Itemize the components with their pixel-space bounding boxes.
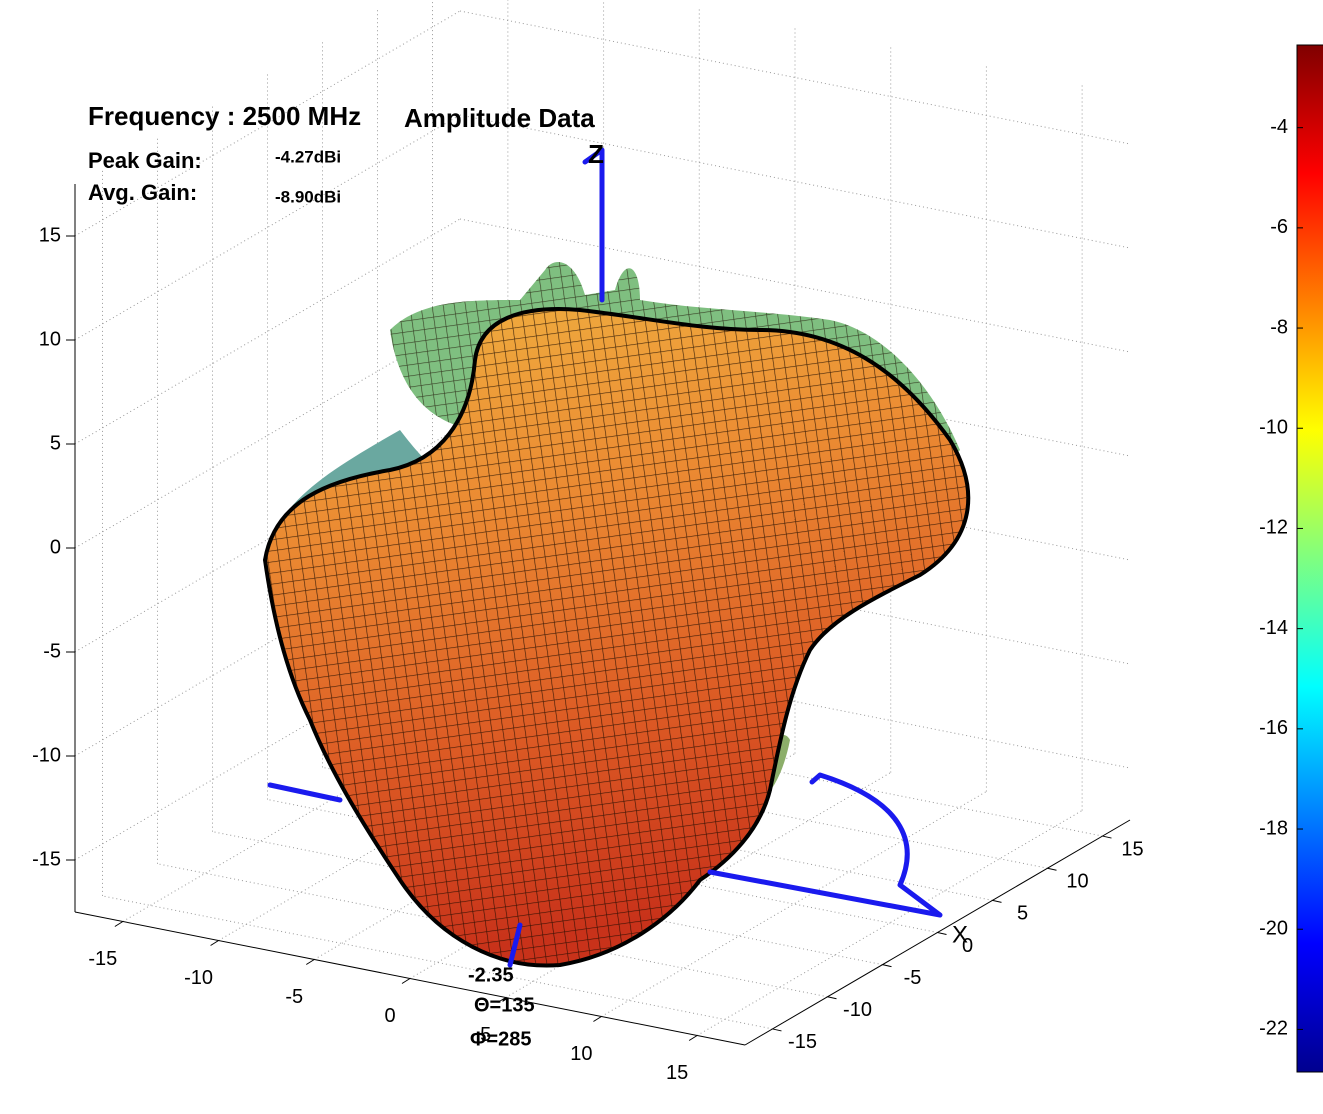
x-tick: [401, 978, 411, 984]
x-tick-label: 15: [666, 1062, 688, 1084]
colorbar-tick-label: -12: [1259, 517, 1288, 539]
colorbar-tick-label: -8: [1270, 316, 1288, 338]
y-tick: [992, 899, 1002, 903]
z-tick-label: 15: [39, 224, 61, 246]
avg-gain-label: Avg. Gain:: [88, 180, 197, 205]
x-tick: [688, 1035, 698, 1041]
lobe-main-mesh: [265, 309, 969, 966]
y-axis-line: [267, 782, 343, 803]
peak-gain-value: -4.27dBi: [275, 147, 341, 166]
colorbar-tick-label: -4: [1270, 116, 1288, 138]
z-axis-line: [582, 147, 605, 303]
x-tick: [210, 940, 219, 946]
x-tick: [306, 959, 315, 965]
colorbar-tick-label: -20: [1259, 918, 1288, 940]
z-tick-label: 0: [50, 536, 61, 558]
y-tick: [1047, 867, 1057, 871]
x-tick-label: -10: [184, 967, 213, 989]
colorbar-tick-label: -16: [1259, 717, 1288, 739]
y-tick-label: -10: [843, 999, 872, 1021]
colorbar-tick-label: -18: [1259, 817, 1288, 839]
x-axis-line: [707, 772, 943, 918]
x-tick-label: 5: [480, 1024, 491, 1046]
x-tick: [497, 997, 506, 1003]
surface: [262, 262, 971, 968]
y-tick: [1102, 835, 1112, 839]
colorbar-tick-label: -6: [1270, 216, 1288, 238]
cursor-line: [507, 922, 523, 968]
y-tick: [827, 996, 837, 1000]
x-tick-label: 0: [384, 1005, 395, 1027]
y-tick-label: -5: [904, 967, 922, 989]
x-tick: [593, 1016, 602, 1022]
peak-gain-label: Peak Gain:: [88, 148, 202, 173]
x-tick-label: -15: [88, 948, 117, 970]
data-kind-label: Amplitude Data: [404, 103, 595, 133]
y-tick: [772, 1028, 782, 1032]
y-tick-label: 10: [1066, 870, 1088, 892]
y-tick-label: -15: [788, 1031, 817, 1053]
axis-lines: [267, 147, 943, 968]
y-tick-label: 15: [1121, 838, 1143, 860]
ticks: -15 -10 -5 0 5 10 15 -15 -10 -5 0 5 10 15 -15 -10 -5 0 5 10…: [32, 44, 1323, 1084]
z-tick-label: 5: [50, 432, 61, 454]
y-tick: [937, 932, 947, 935]
colorbar-tick-label: -22: [1259, 1018, 1288, 1040]
y-tick-label: 5: [1017, 903, 1028, 925]
z-axis-label: Z: [588, 139, 604, 169]
cursor-phi: Φ=285: [470, 1028, 531, 1050]
colorbar-tick-label: -14: [1259, 617, 1288, 639]
cursor-value: -2.35: [468, 964, 514, 986]
z-tick-label: -10: [32, 744, 61, 766]
x-axis-label: X: [952, 921, 968, 948]
frequency-label: Frequency : 2500 MHz: [88, 101, 361, 131]
x-tick-label: 10: [570, 1043, 592, 1065]
x-tick: [114, 921, 124, 927]
z-tick-label: -5: [43, 640, 61, 662]
cursor-theta: Θ=135: [474, 994, 535, 1016]
x-tick-label: -5: [285, 986, 303, 1008]
colorbar-tick-label: -10: [1259, 417, 1288, 439]
y-tick: [882, 964, 892, 968]
z-tick-label: -15: [32, 848, 61, 870]
z-tick-label: 10: [39, 328, 61, 350]
colorbar: [1296, 44, 1323, 1073]
y-tick-label: 0: [962, 935, 973, 957]
avg-gain-value: -8.90dBi: [275, 187, 341, 206]
